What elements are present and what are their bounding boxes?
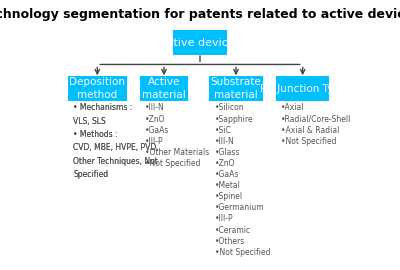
Text: • Methods :: • Methods :: [73, 130, 118, 139]
Text: PN Junction Type: PN Junction Type: [260, 83, 346, 93]
Text: Deposition
method: Deposition method: [69, 77, 125, 100]
Text: Specified: Specified: [73, 170, 108, 179]
Text: • Mechanisms :: • Mechanisms :: [73, 103, 132, 112]
Text: Active devices: Active devices: [160, 38, 240, 48]
FancyBboxPatch shape: [173, 30, 227, 55]
FancyBboxPatch shape: [140, 76, 188, 101]
Text: Substrate
material: Substrate material: [211, 77, 261, 100]
Text: •III-N
•ZnO
•GaAs
•III-P
•Other Materials
•Not Specified: •III-N •ZnO •GaAs •III-P •Other Material…: [145, 103, 210, 168]
Text: Other Techniques, Not: Other Techniques, Not: [73, 157, 158, 166]
Text: Technology segmentation for patents related to active devices: Technology segmentation for patents rela…: [0, 8, 400, 21]
Text: •Silicon
•Sapphire
•SiC
•III-N
•Glass
•ZnO
•GaAs
•Metal
•Spinel
•Germanium
•III-: •Silicon •Sapphire •SiC •III-N •Glass •Z…: [215, 103, 270, 257]
Text: CVD, MBE, HVPE, PVD,: CVD, MBE, HVPE, PVD,: [73, 143, 159, 152]
Text: VLS, SLS: VLS, SLS: [73, 117, 106, 126]
FancyBboxPatch shape: [276, 76, 329, 101]
Text: Specified: Specified: [73, 170, 108, 179]
Text: • Mechanisms :: • Mechanisms :: [73, 103, 132, 112]
FancyBboxPatch shape: [209, 76, 263, 101]
Text: CVD, MBE, HVPE, PVD,: CVD, MBE, HVPE, PVD,: [73, 143, 159, 152]
FancyBboxPatch shape: [68, 76, 127, 101]
Text: •Axial
•Radial/Core-Shell
•Axial & Radial
•Not Specified: •Axial •Radial/Core-Shell •Axial & Radia…: [281, 103, 352, 146]
Text: Active
material: Active material: [142, 77, 186, 100]
Text: Other Techniques, Not: Other Techniques, Not: [73, 157, 158, 166]
Text: • Methods :: • Methods :: [73, 130, 118, 139]
Text: VLS, SLS: VLS, SLS: [73, 117, 106, 126]
